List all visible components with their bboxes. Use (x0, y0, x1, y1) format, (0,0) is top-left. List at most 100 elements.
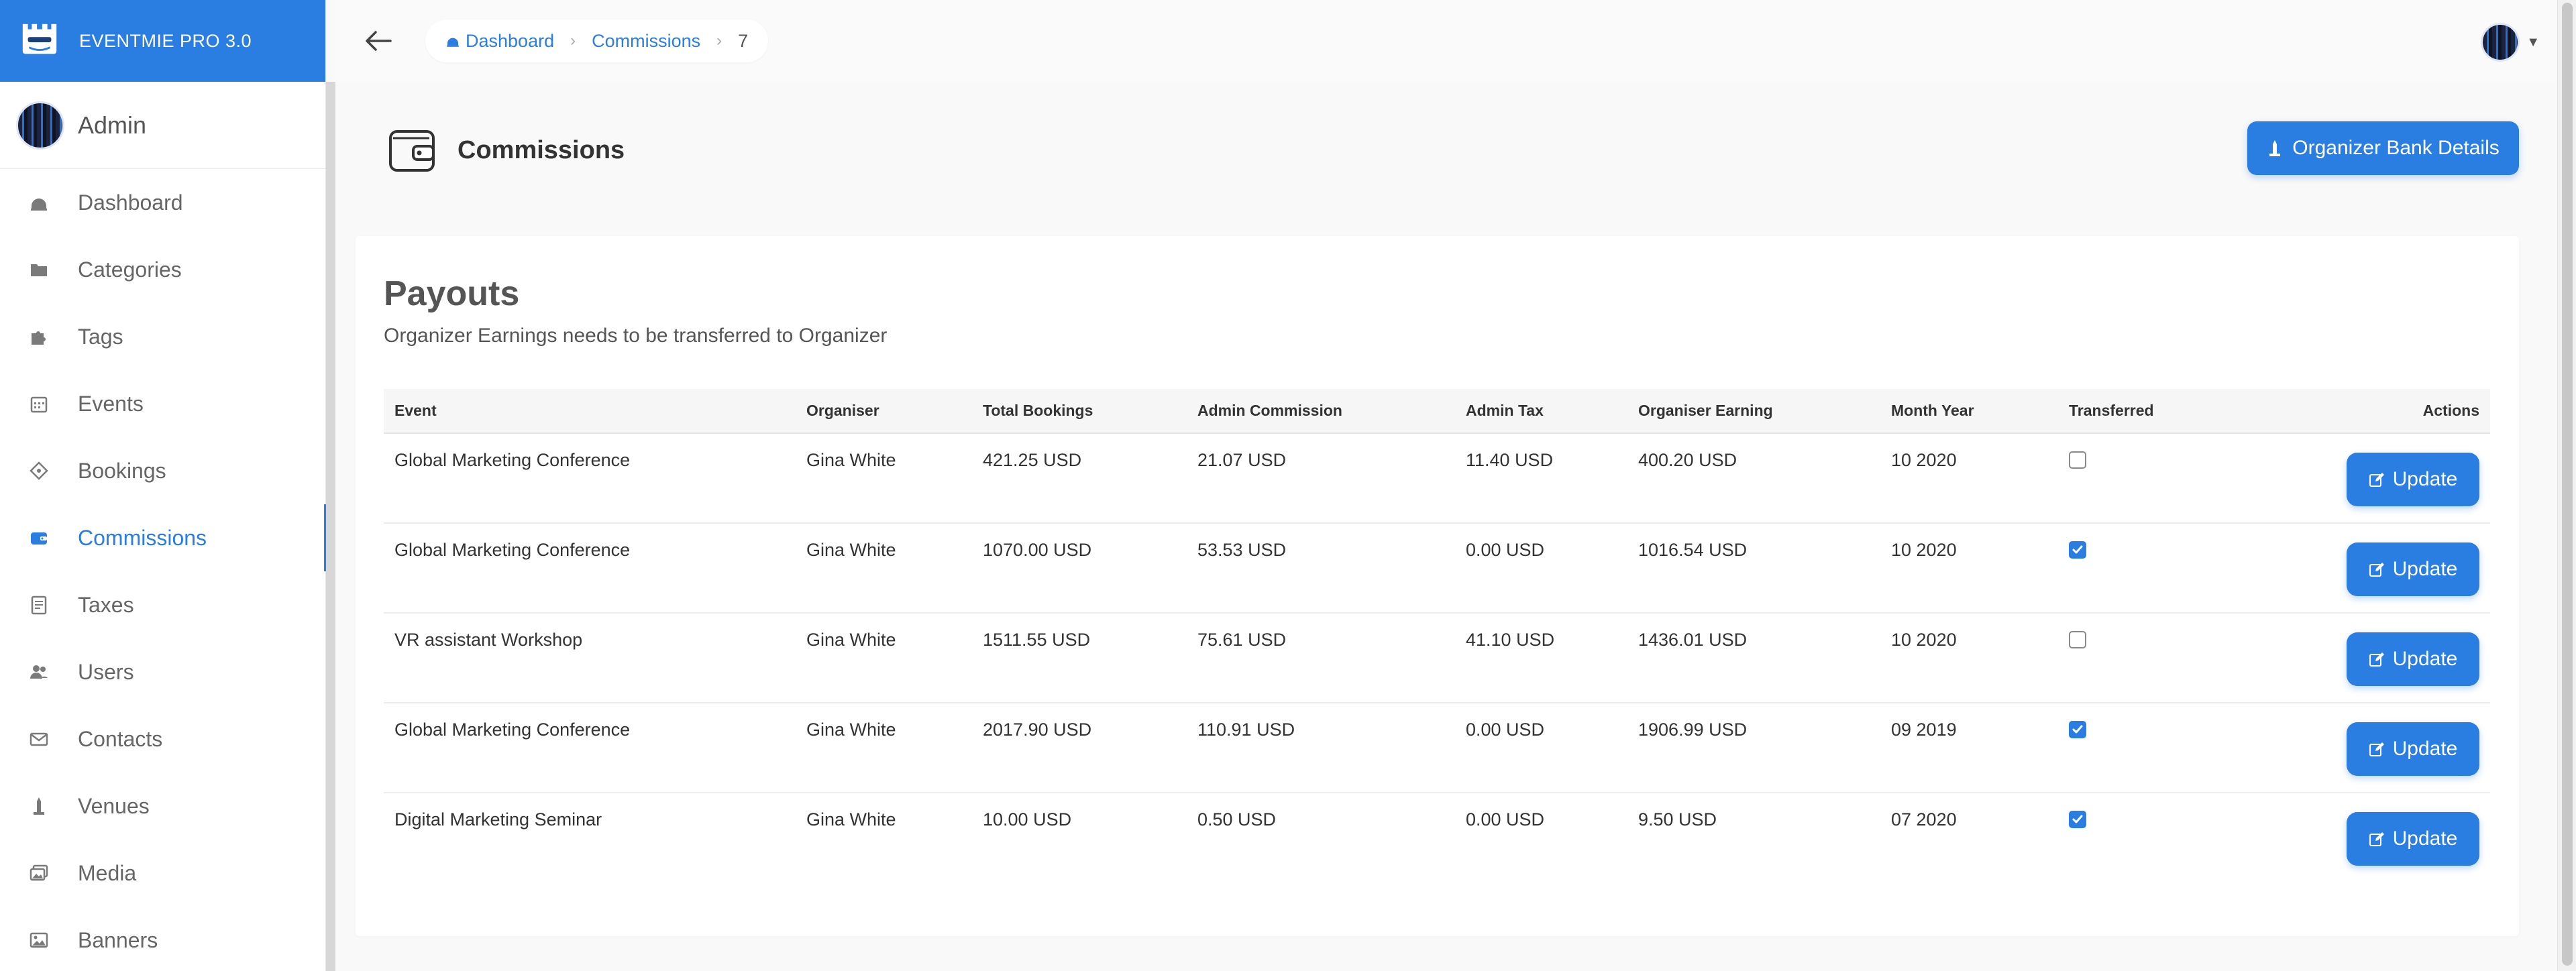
breadcrumb-dashboard[interactable]: Dashboard (445, 31, 554, 52)
update-button-label: Update (2392, 468, 2458, 490)
folder-icon (27, 258, 51, 282)
cell-admin-commission: 110.91 USD (1197, 720, 1295, 740)
cell-month-year: 10 2020 (1891, 450, 1957, 470)
update-button-label: Update (2392, 827, 2458, 850)
cell-organiser: Gina White (806, 809, 896, 830)
cell-admin-commission: 0.50 USD (1197, 809, 1277, 830)
cell-total-bookings: 2017.90 USD (983, 720, 1092, 740)
cell-event: Global Marketing Conference (394, 540, 631, 560)
update-button[interactable]: Update (2347, 542, 2479, 596)
sidebar-item-dashboard[interactable]: Dashboard (0, 169, 325, 236)
sidebar-item-events[interactable]: Events (0, 370, 325, 437)
page-scrollbar[interactable] (2557, 0, 2576, 971)
table-row: VR assistant Workshop Gina White 1511.55… (384, 613, 2490, 703)
cell-event: Digital Marketing Seminar (394, 809, 602, 830)
cell-total-bookings: 1511.55 USD (983, 630, 1091, 650)
sidebar-item-banners[interactable]: Banners (0, 907, 325, 971)
update-button[interactable]: Update (2347, 812, 2479, 866)
back-button[interactable] (358, 21, 398, 61)
cell-admin-tax: 41.10 USD (1466, 630, 1555, 650)
cell-organiser-earning: 1016.54 USD (1638, 540, 1748, 560)
sidebar-item-label: Users (78, 659, 134, 684)
table-row: Global Marketing Conference Gina White 2… (384, 703, 2490, 793)
page-header: Commissions (386, 125, 625, 176)
user-menu[interactable]: ▼ (2481, 23, 2540, 62)
column-header-admin-tax[interactable]: Admin Tax (1455, 389, 1627, 434)
scrollbar-thumb[interactable] (2562, 3, 2573, 966)
table-header-row: Event Organiser Total Bookings Admin Com… (384, 389, 2490, 434)
breadcrumb-commissions[interactable]: Commissions (592, 30, 701, 51)
cell-month-year: 10 2020 (1891, 540, 1957, 560)
sidebar-scrollbar[interactable] (326, 82, 335, 971)
check-icon (2072, 545, 2083, 554)
sidebar-item-venues[interactable]: Venues (0, 773, 325, 840)
bank-icon (2269, 140, 2281, 156)
sidebar-item-label: Contacts (78, 726, 163, 751)
sidebar-item-commissions[interactable]: Commissions (0, 504, 328, 571)
column-header-event[interactable]: Event (384, 389, 796, 434)
cell-month-year: 10 2020 (1891, 630, 1957, 650)
cell-event: VR assistant Workshop (394, 630, 583, 650)
column-header-month-year[interactable]: Month Year (1880, 389, 2058, 434)
arrow-left-icon (366, 31, 392, 51)
bank-button-label: Organizer Bank Details (2292, 137, 2500, 159)
column-header-organiser-earning[interactable]: Organiser Earning (1627, 389, 1880, 434)
transferred-checkbox[interactable] (2069, 721, 2086, 738)
sidebar: EVENTMIE PRO 3.0 Admin Dashboard Categor… (0, 0, 328, 971)
column-header-transferred[interactable]: Transferred (2058, 389, 2259, 434)
cell-admin-commission: 75.61 USD (1197, 630, 1287, 650)
sidebar-item-users[interactable]: Users (0, 638, 325, 705)
table-row: Global Marketing Conference Gina White 4… (384, 433, 2490, 523)
sidebar-item-bookings[interactable]: Bookings (0, 437, 325, 504)
breadcrumb: Dashboard › Commissions › 7 (425, 19, 769, 62)
receipt-icon (27, 593, 51, 617)
sidebar-item-taxes[interactable]: Taxes (0, 571, 325, 638)
top-bar: Dashboard › Commissions › 7 ▼ (335, 0, 2557, 82)
cell-organiser: Gina White (806, 540, 896, 560)
cell-admin-commission: 53.53 USD (1197, 540, 1287, 560)
puzzle-icon (27, 325, 51, 349)
cell-actions: Update (2259, 433, 2490, 523)
cell-transferred (2058, 793, 2259, 882)
ticket-icon (27, 459, 51, 483)
edit-icon (2369, 832, 2384, 846)
avatar (2481, 23, 2520, 62)
breadcrumb-label: Dashboard (466, 30, 555, 51)
edit-icon (2369, 563, 2384, 577)
cell-total-bookings: 421.25 USD (983, 450, 1082, 470)
transferred-checkbox[interactable] (2069, 541, 2086, 559)
payouts-table: Event Organiser Total Bookings Admin Com… (384, 389, 2490, 882)
update-button[interactable]: Update (2347, 722, 2479, 776)
payouts-subtitle: Organizer Earnings needs to be transferr… (384, 325, 888, 347)
update-button-label: Update (2392, 738, 2458, 760)
cell-admin-commission: 21.07 USD (1197, 450, 1287, 470)
admin-profile[interactable]: Admin (0, 82, 325, 169)
transferred-checkbox[interactable] (2069, 631, 2086, 648)
brand-name: EVENTMIE PRO 3.0 (79, 30, 252, 51)
caret-down-icon: ▼ (2526, 34, 2540, 50)
sidebar-item-categories[interactable]: Categories (0, 236, 325, 303)
sidebar-item-label: Categories (78, 257, 182, 282)
cell-event: Global Marketing Conference (394, 720, 631, 740)
column-header-total-bookings[interactable]: Total Bookings (972, 389, 1187, 434)
edit-icon (2369, 652, 2384, 667)
sidebar-item-contacts[interactable]: Contacts (0, 705, 325, 773)
column-header-organiser[interactable]: Organiser (796, 389, 972, 434)
transferred-checkbox[interactable] (2069, 811, 2086, 828)
sidebar-item-tags[interactable]: Tags (0, 303, 325, 370)
monument-icon (27, 794, 51, 818)
organizer-bank-details-button[interactable]: Organizer Bank Details (2247, 121, 2519, 175)
transferred-checkbox[interactable] (2069, 451, 2086, 469)
cell-actions: Update (2259, 613, 2490, 703)
update-button[interactable]: Update (2347, 453, 2479, 506)
payouts-title: Payouts (384, 274, 520, 313)
brand-header[interactable]: EVENTMIE PRO 3.0 (0, 0, 325, 82)
dashboard-icon (27, 190, 51, 215)
cell-actions: Update (2259, 793, 2490, 882)
sidebar-item-label: Bookings (78, 458, 166, 483)
wallet-icon (27, 526, 51, 550)
update-button[interactable]: Update (2347, 632, 2479, 686)
column-header-admin-commission[interactable]: Admin Commission (1187, 389, 1455, 434)
sidebar-item-media[interactable]: Media (0, 840, 325, 907)
cell-actions: Update (2259, 703, 2490, 793)
